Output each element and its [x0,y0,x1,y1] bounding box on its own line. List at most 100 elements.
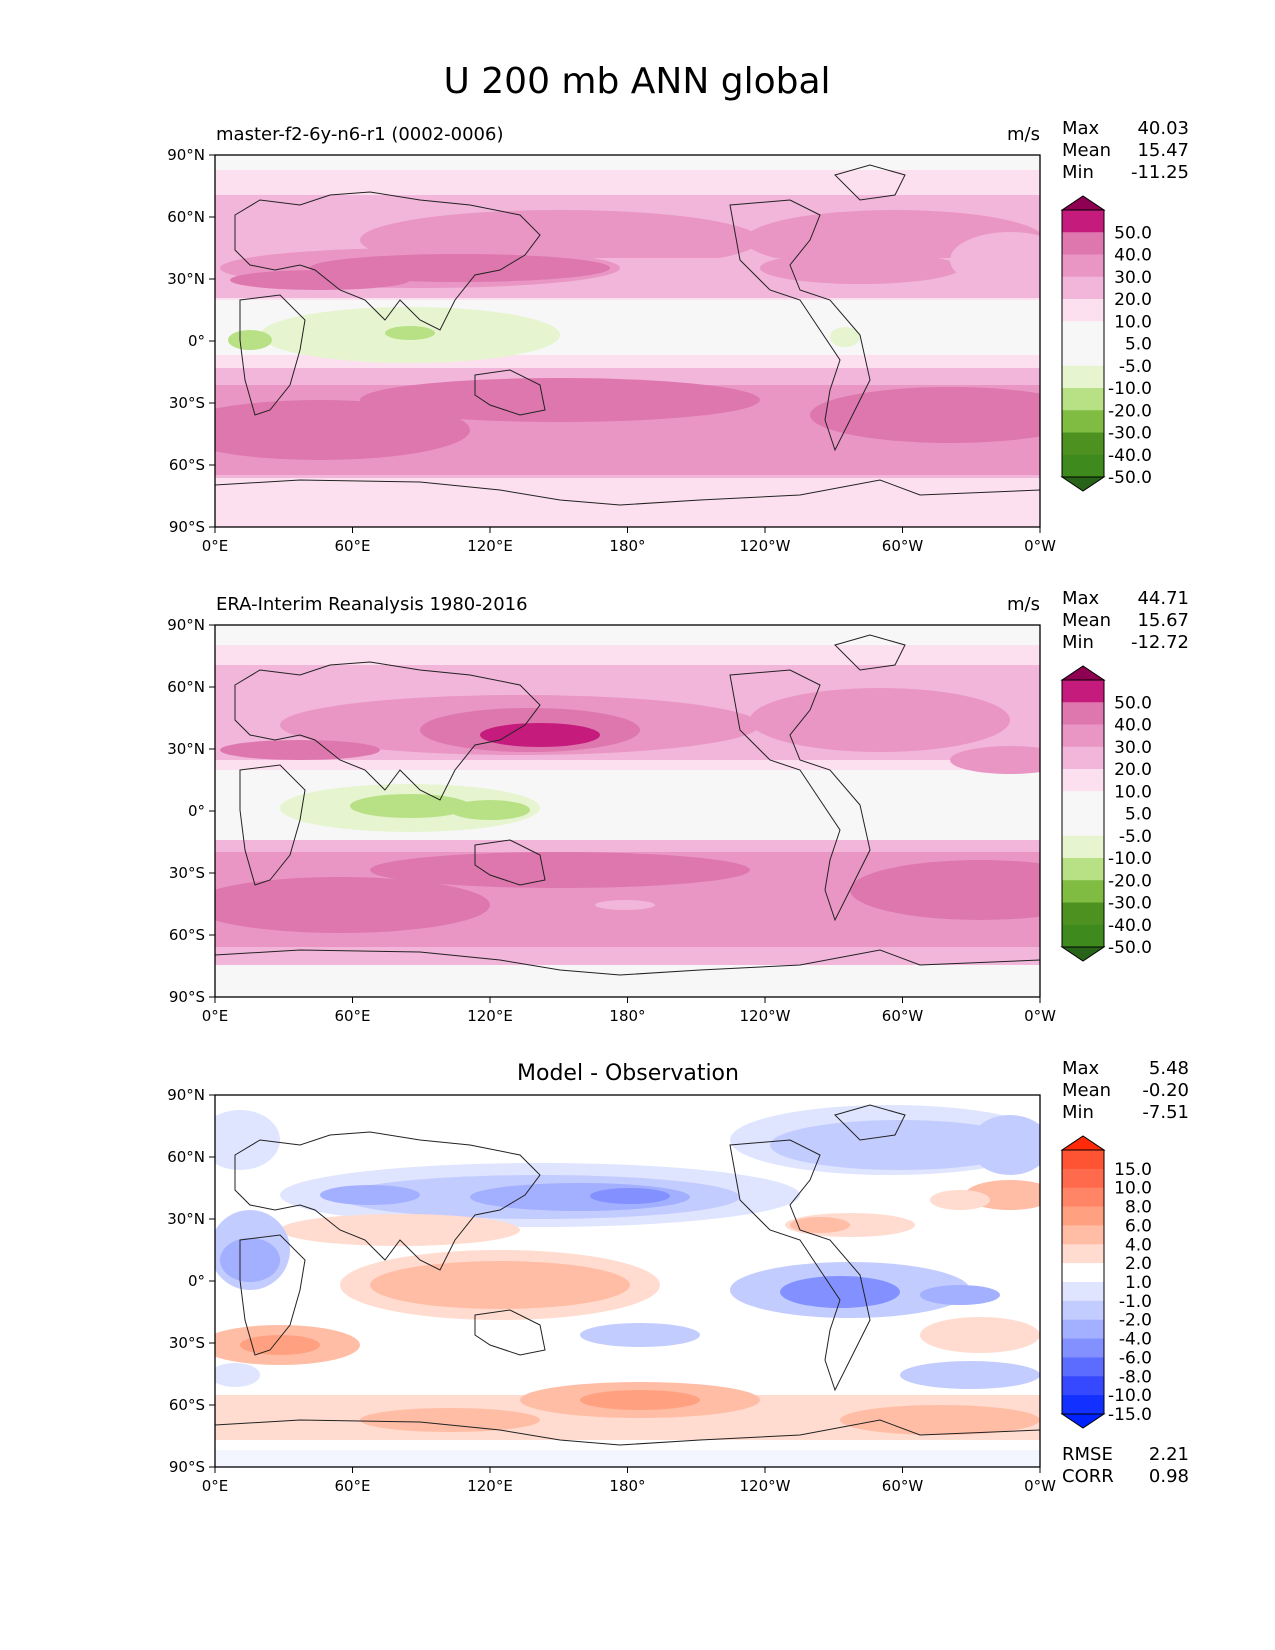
colorbar-segment [1062,321,1104,344]
panel-title: ERA-Interim Reanalysis 1980-2016 [216,594,528,615]
colorbar-segment [1062,702,1104,725]
panel-title: master-f2-6y-n6-r1 (0002-0006) [216,124,503,145]
y-tick-label: 90°S [169,988,205,1006]
colorbar-segment [1062,1282,1104,1302]
colorbar-segment [1062,902,1104,926]
stats-block: Max Mean Min 44.71 15.67 -12.72 [1062,588,1189,653]
y-tick-label: 90°N [167,146,205,164]
colorbar-segment [1062,1150,1104,1170]
colorbar-segment [1062,1244,1104,1264]
stat-label-mean: Mean [1062,1080,1111,1101]
colorbar-extend-bottom [1060,476,1106,492]
colorbar-segment [1062,410,1104,433]
contour-map [215,155,1040,527]
colorbar-tick-label: 5.0 [1125,805,1152,825]
colorbar-segment [1062,1187,1104,1208]
y-tick-label: 60°N [167,208,205,226]
panel-difference: Model - Observation Max Mean Min 5.48 -0… [214,1058,1189,1487]
stat-label-min: Min [1062,1102,1094,1123]
colorbar-segment [1062,1319,1104,1340]
colorbar-segment [1062,791,1104,814]
colorbar-tick-label: -10.0 [1108,1386,1152,1406]
colorbar-tick-label: -40.0 [1108,446,1152,466]
colorbar-tick-label: 20.0 [1114,290,1152,310]
y-tick-label: 30°S [169,394,205,412]
x-tick-label: 0°W [1024,1007,1056,1025]
y-tick-label: 0° [188,802,205,820]
x-tick-label: 60°E [334,1477,370,1495]
stat-value-max: 5.48 [1149,1058,1189,1079]
y-tick-label: 60°S [169,456,205,474]
colorbar-segment [1062,1225,1104,1245]
colorbar-segment [1062,210,1104,233]
colorbar-tick-label: -10.0 [1108,849,1152,869]
x-tick-label: 0°E [202,1477,229,1495]
colorbar-tick-label: 20.0 [1114,760,1152,780]
colorbar-tick-label: -4.0 [1119,1330,1152,1350]
y-tick-label: 30°N [167,270,205,288]
summary-label-rmse: RMSE [1062,1444,1113,1465]
colorbar [1060,1135,1106,1429]
colorbar-segment [1062,858,1104,881]
colorbar-segment [1062,1338,1104,1358]
colorbar-segment [1062,1357,1104,1377]
stat-label-min: Min [1062,162,1094,183]
colorbar-tick-label: -30.0 [1108,424,1152,444]
colorbar-tick-label: 15.0 [1114,1160,1152,1180]
colorbar [1060,195,1106,492]
colorbar-tick-label: -5.0 [1119,357,1152,377]
colorbar-segment [1062,232,1104,255]
stat-value-min: -12.72 [1131,632,1189,653]
stat-label-mean: Mean [1062,140,1111,161]
colorbar-segment [1062,835,1104,859]
colorbar-segment [1062,769,1104,792]
contour-map [215,625,1040,997]
colorbar-tick-label: 6.0 [1125,1216,1152,1236]
colorbar-tick-label: -6.0 [1119,1348,1152,1368]
colorbar-tick-label: 5.0 [1125,335,1152,355]
y-tick-label: 60°S [169,926,205,944]
stats-block: Max Mean Min 5.48 -0.20 -7.51 [1062,1058,1189,1123]
stat-value-mean: 15.67 [1137,610,1189,631]
summary-label-corr: CORR [1062,1466,1114,1487]
colorbar-segment [1062,680,1104,703]
y-tick-label: 60°N [167,1148,205,1166]
y-tick-label: 30°N [167,1210,205,1228]
x-tick-label: 120°E [467,1007,513,1025]
stat-value-max: 44.71 [1137,588,1189,609]
stat-label-max: Max [1062,588,1100,609]
colorbar-labels: 50.0 40.030.020.010.0 5.0-5.0-10.0-20.0 -30… [1108,693,1152,958]
x-tick-label: 120°E [467,1477,513,1495]
colorbar-tick-label: 40.0 [1114,716,1152,736]
colorbar-tick-label: 40.0 [1114,246,1152,266]
colorbar-segments [1062,680,1104,948]
y-tick-label: 30°N [167,740,205,758]
stat-label-max: Max [1062,1058,1100,1079]
colorbar-segment [1062,1395,1104,1415]
colorbar-extend-top [1060,665,1106,681]
colorbar-segment [1062,1206,1104,1226]
y-tick-label: 90°S [169,518,205,536]
y-tick-label: 90°N [167,616,205,634]
colorbar-tick-label: -15.0 [1108,1405,1152,1425]
colorbar-segment [1062,1376,1104,1396]
colorbar-tick-label: 30.0 [1114,738,1152,758]
colorbar-labels: 50.0 40.030.020.010.0 5.0-5.0-10.0-20.0 -30… [1108,223,1152,488]
colorbar-tick-label: -40.0 [1108,916,1152,936]
colorbar-tick-label: -5.0 [1119,827,1152,847]
colorbar-tick-label: -20.0 [1108,401,1152,421]
colorbar-segment [1062,1263,1104,1283]
colorbar-segment [1062,432,1104,456]
colorbar-tick-label: 1.0 [1125,1273,1152,1293]
y-tick-label: 90°N [167,1086,205,1104]
x-tick-label: 180° [609,1477,645,1495]
panel-observation: ERA-Interim Reanalysis 1980-2016 m/s Max… [214,588,1189,998]
stat-value-min: -7.51 [1142,1102,1189,1123]
x-tick-label: 60°E [334,1007,370,1025]
x-tick-label: 0°E [202,1007,229,1025]
colorbar-tick-label: 10.0 [1114,782,1152,802]
colorbar-segment [1062,1300,1104,1321]
colorbar-segment [1062,1168,1104,1189]
summary-value-corr: 0.98 [1149,1466,1189,1487]
stat-value-mean: 15.47 [1137,140,1189,161]
